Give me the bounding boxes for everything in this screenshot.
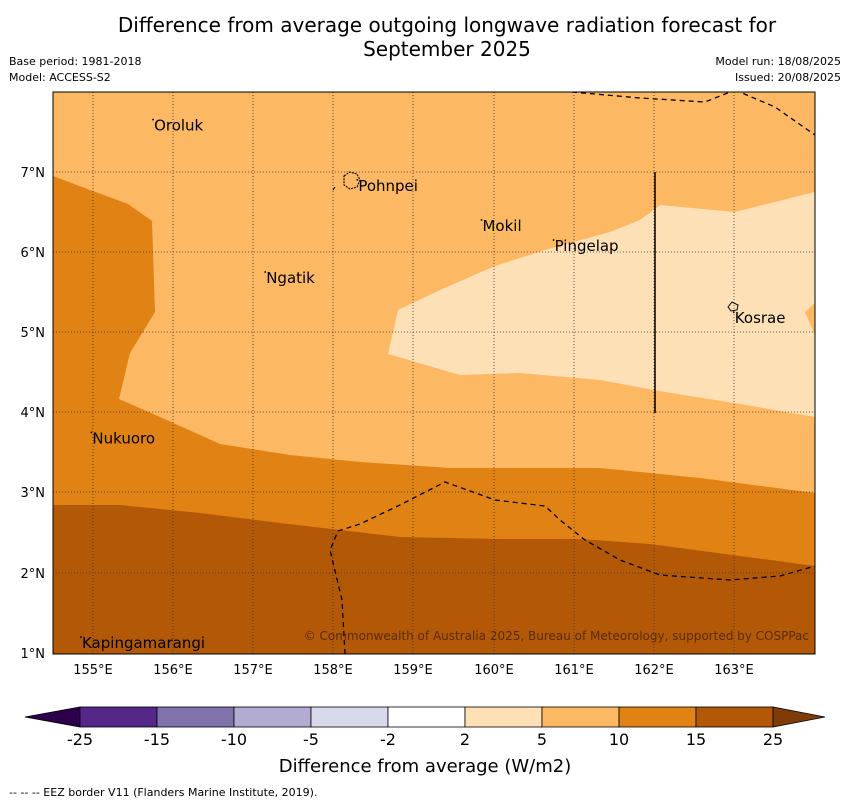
meta-right: Model run: 18/08/2025 Issued: 20/08/2025	[715, 54, 841, 86]
eez-borders	[329, 92, 815, 654]
model-name: Model: ACCESS-S2	[9, 71, 111, 84]
place-label: Oroluk	[154, 117, 203, 135]
colorbar-segment	[464, 706, 543, 728]
place-marker	[264, 271, 267, 273]
place-labels: Oroluk Pohnpei Mokil Pingelap Ngatik Kosrae Nu…	[80, 117, 785, 652]
meta-left: Base period: 1981-2018 Model: ACCESS-S2	[9, 54, 141, 86]
issued-date: Issued: 20/08/2025	[734, 71, 841, 84]
colorbar-tick-label: 15	[686, 730, 706, 749]
place-marker	[480, 219, 483, 221]
colorbar-segment	[156, 706, 235, 728]
colorbar-tick-label: 25	[763, 730, 783, 749]
colorbar: -25 -15 -10 -5 -2 2 5 10 15 25	[24, 706, 826, 749]
colorbar-tick-label: -2	[380, 730, 396, 749]
lon-label: 161°E	[554, 663, 594, 678]
longitude-labels: 155°E 156°E 157°E 158°E 159°E 160°E 161°…	[73, 663, 754, 678]
colorbar-segment	[618, 706, 697, 728]
lat-label: 4°N	[21, 406, 46, 421]
lon-label: 160°E	[474, 663, 514, 678]
colorbar-tick-label: -25	[67, 730, 93, 749]
colorbar-tick-label: 2	[460, 730, 470, 749]
place-marker	[356, 178, 359, 181]
band-2-to-5	[388, 192, 815, 417]
place-label: Pohnpei	[358, 177, 418, 195]
colorbar-segment	[695, 706, 774, 728]
place-label: Kosrae	[735, 309, 786, 327]
colorbar-tick-label: -10	[221, 730, 247, 749]
lat-label: 3°N	[21, 486, 46, 501]
pohnpei-island	[343, 171, 361, 190]
eez-footnote: -- -- -- EEZ border V11 (Flanders Marine…	[9, 786, 318, 799]
lat-label: 2°N	[21, 567, 46, 582]
colorbar-segment	[79, 706, 158, 728]
colorbar-tick-label: 10	[609, 730, 629, 749]
place-marker	[732, 311, 735, 314]
place-marker	[552, 239, 555, 241]
forecast-field: Oroluk Pohnpei Mokil Pingelap Ngatik Kosrae Nu…	[53, 92, 815, 654]
colorbar-label: Difference from average (W/m2)	[279, 756, 571, 777]
pohnpei-islet	[332, 186, 336, 191]
place-marker	[152, 118, 154, 121]
place-label: Kapingamarangi	[82, 634, 205, 652]
place-label: Mokil	[482, 217, 521, 235]
colorbar-segment	[387, 706, 466, 728]
band-15-to-25	[53, 505, 815, 654]
place-marker	[90, 431, 93, 434]
colorbar-segment	[541, 706, 620, 728]
lon-label: 159°E	[393, 663, 433, 678]
place-label: Nukuoro	[92, 429, 155, 447]
copyright-text: © Commonwealth of Australia 2025, Bureau…	[304, 629, 809, 643]
colorbar-over-arrow	[772, 706, 826, 728]
lon-label: 162°E	[634, 663, 674, 678]
colorbar-tick-label: -15	[144, 730, 170, 749]
map-title-line1: Difference from average outgoing longwav…	[117, 13, 777, 37]
base-period: Base period: 1981-2018	[9, 55, 142, 68]
map-title-line2: September 2025	[363, 37, 531, 61]
lon-label: 157°E	[233, 663, 273, 678]
colorbar-tick-label: -5	[303, 730, 319, 749]
lat-label: 5°N	[21, 326, 46, 341]
lon-label: 156°E	[153, 663, 193, 678]
lon-label: 155°E	[73, 663, 113, 678]
colorbar-tick-label: 5	[537, 730, 547, 749]
lat-label: 1°N	[21, 647, 46, 662]
lat-label: 6°N	[21, 246, 46, 261]
lon-label: 163°E	[714, 663, 754, 678]
place-marker	[80, 636, 82, 638]
kosrae-island	[727, 301, 739, 312]
colorbar-segment	[233, 706, 312, 728]
place-label: Ngatik	[266, 269, 315, 287]
map-title: Difference from average outgoing longwav…	[0, 13, 850, 61]
place-label: Pingelap	[555, 237, 619, 255]
lat-label: 7°N	[21, 166, 46, 181]
latitude-labels: 1°N 2°N 3°N 4°N 5°N 6°N 7°N	[21, 166, 46, 662]
colorbar-under-arrow	[24, 706, 81, 728]
lon-label: 158°E	[313, 663, 353, 678]
model-run: Model run: 18/08/2025	[715, 55, 841, 68]
colorbar-segment	[310, 706, 389, 728]
map-frame	[52, 91, 816, 655]
